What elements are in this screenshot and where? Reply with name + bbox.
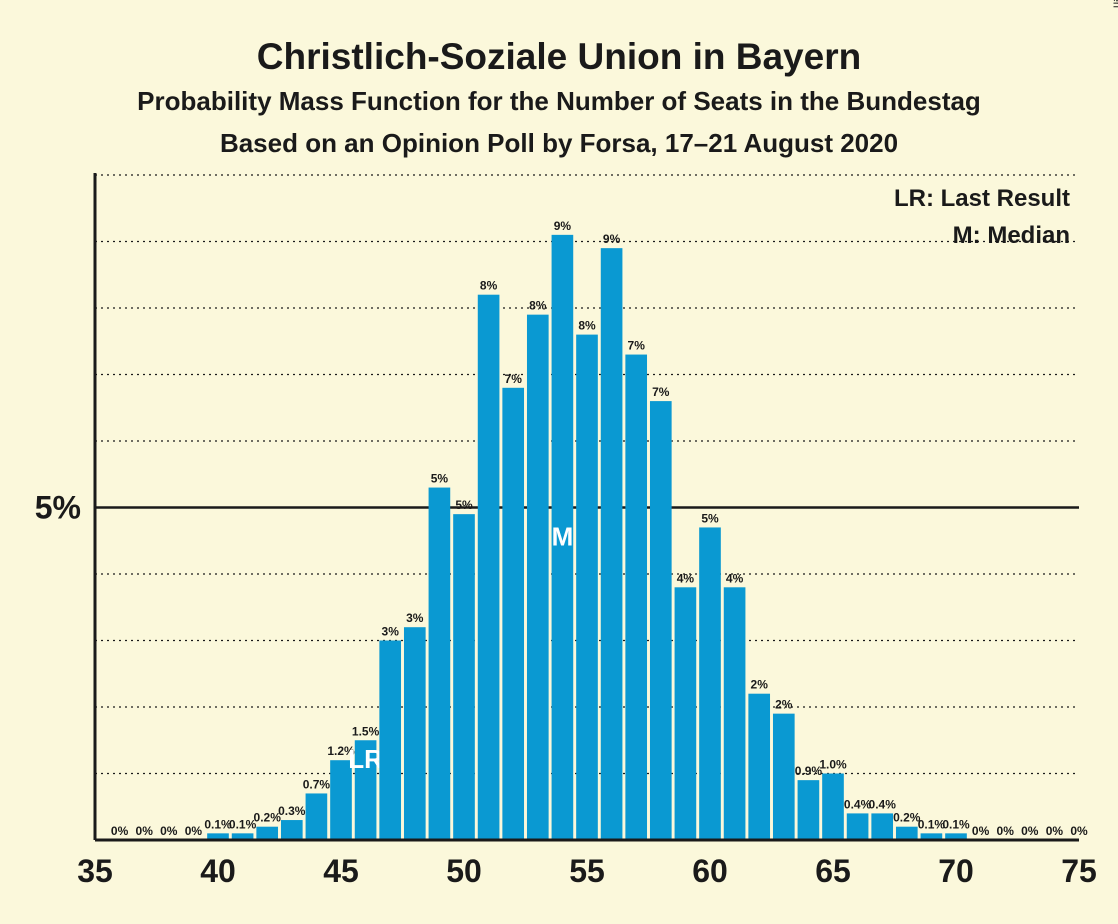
bar-value-label: 0.1%	[942, 817, 970, 831]
bar	[576, 335, 598, 840]
bar	[847, 813, 869, 840]
bar	[404, 627, 426, 840]
bar-value-label: 0%	[1021, 824, 1039, 838]
bar-value-label: 0%	[160, 824, 178, 838]
bar-value-label: 0.1%	[204, 817, 232, 831]
x-tick-label: 45	[323, 853, 359, 889]
bar	[748, 694, 770, 840]
bar-value-label: 8%	[480, 279, 498, 293]
x-tick-label: 40	[200, 853, 236, 889]
bar	[306, 793, 328, 840]
last-result-marker: LR	[348, 744, 383, 774]
bar	[625, 355, 647, 840]
bar	[601, 248, 623, 840]
bar-value-label: 1.0%	[819, 758, 847, 772]
bar	[453, 514, 475, 840]
bar	[281, 820, 303, 840]
bar	[699, 527, 721, 840]
bar	[871, 813, 893, 840]
pmf-chart: 0%0%0%0%0.1%0.1%0.2%0.3%0.7%1.2%1.5%LR3%…	[95, 175, 1079, 900]
bar-value-label: 9%	[554, 219, 572, 233]
bar-value-label: 0.3%	[278, 804, 306, 818]
bar	[256, 827, 278, 840]
bar	[798, 780, 820, 840]
bar	[822, 774, 844, 841]
bar-value-label: 8%	[578, 319, 596, 333]
bar-value-label: 5%	[455, 498, 473, 512]
x-tick-label: 75	[1061, 853, 1097, 889]
bar-value-label: 0%	[1070, 824, 1088, 838]
bar-value-label: 2%	[775, 698, 793, 712]
bar-value-label: 5%	[701, 511, 719, 525]
bar-value-label: 0%	[1046, 824, 1064, 838]
bar-value-label: 4%	[726, 571, 744, 585]
bar	[527, 315, 549, 840]
x-tick-label: 70	[938, 853, 974, 889]
x-tick-label: 55	[569, 853, 605, 889]
bar-value-label: 7%	[628, 339, 646, 353]
bar-value-label: 0.2%	[893, 811, 921, 825]
bar-value-label: 0%	[136, 824, 154, 838]
bar-value-label: 0%	[185, 824, 203, 838]
bar-value-label: 0.4%	[844, 797, 872, 811]
chart-subtitle-2: Based on an Opinion Poll by Forsa, 17–21…	[0, 128, 1118, 159]
bar-value-label: 4%	[677, 571, 695, 585]
bar-value-label: 9%	[603, 232, 621, 246]
bar-value-label: 0%	[997, 824, 1015, 838]
bar-value-label: 0.9%	[795, 764, 823, 778]
copyright-text: © 2020 Filip van Laenen	[1110, 0, 1118, 8]
x-tick-label: 35	[77, 853, 113, 889]
bar	[502, 388, 524, 840]
x-tick-label: 60	[692, 853, 728, 889]
bar	[896, 827, 918, 840]
bar-value-label: 1.5%	[352, 724, 380, 738]
bar	[675, 587, 697, 840]
bar-value-label: 0.4%	[869, 797, 897, 811]
bar	[724, 587, 746, 840]
median-marker: M	[552, 521, 574, 551]
y-tick-label: 5%	[35, 490, 81, 526]
bar-value-label: 0%	[111, 824, 129, 838]
bar-value-label: 0.2%	[254, 811, 282, 825]
bar-value-label: 0.7%	[303, 777, 331, 791]
bar-value-label: 2%	[751, 678, 769, 692]
x-tick-label: 65	[815, 853, 851, 889]
x-tick-label: 50	[446, 853, 482, 889]
chart-title: Christlich-Soziale Union in Bayern	[0, 36, 1118, 78]
bar-value-label: 7%	[505, 372, 523, 386]
bar-value-label: 3%	[382, 625, 400, 639]
bar	[650, 401, 672, 840]
bar	[429, 488, 451, 840]
bar-value-label: 7%	[652, 385, 670, 399]
bar	[773, 714, 795, 840]
bar	[478, 295, 500, 840]
bar-value-label: 0%	[972, 824, 990, 838]
bar-value-label: 3%	[406, 611, 424, 625]
bar	[379, 641, 401, 841]
bar-value-label: 0.1%	[229, 817, 257, 831]
bar-value-label: 8%	[529, 299, 547, 313]
bar-value-label: 5%	[431, 472, 449, 486]
bar-value-label: 0.1%	[918, 817, 946, 831]
chart-subtitle-1: Probability Mass Function for the Number…	[0, 86, 1118, 117]
